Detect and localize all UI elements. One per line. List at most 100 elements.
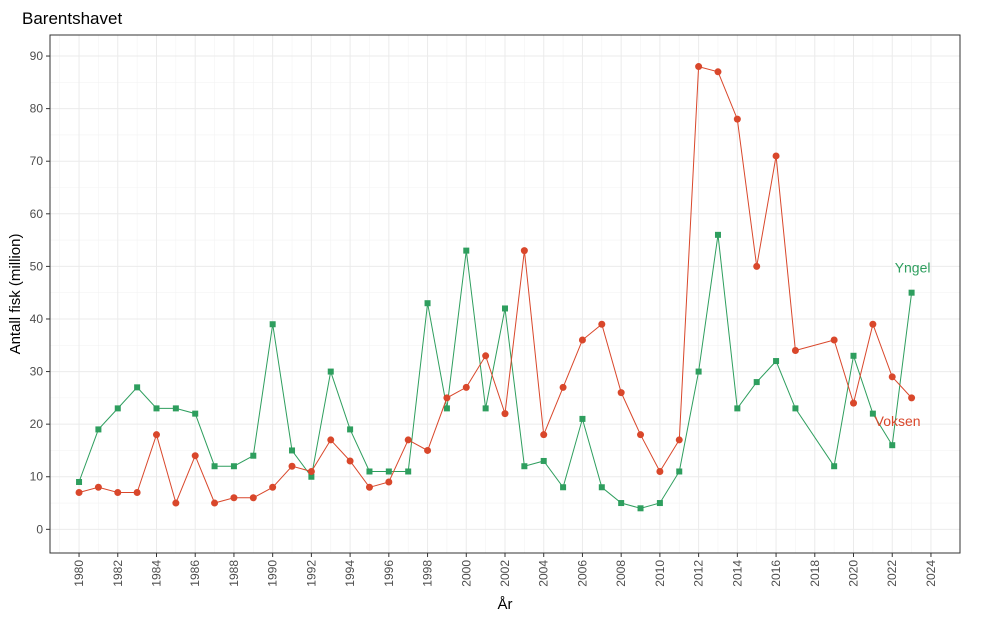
x-tick-label: 1998 <box>421 560 435 587</box>
y-tick-label: 0 <box>36 522 43 536</box>
data-point <box>734 405 741 412</box>
data-point <box>385 478 393 486</box>
chart-title: Barentshavet <box>22 9 122 28</box>
data-point <box>365 483 373 491</box>
data-point <box>94 483 102 491</box>
data-point <box>289 447 296 454</box>
series-label-yngel: Yngel <box>895 260 931 276</box>
major-gridlines <box>50 35 960 553</box>
data-point <box>753 262 761 270</box>
data-point <box>501 410 509 418</box>
data-point <box>424 446 432 454</box>
data-point <box>850 399 858 407</box>
data-point <box>405 468 412 475</box>
x-tick-label: 1982 <box>111 560 125 587</box>
data-point <box>869 410 876 417</box>
data-point <box>327 368 334 375</box>
data-point <box>346 457 354 465</box>
data-point <box>676 468 683 475</box>
data-point <box>579 415 586 422</box>
x-tick-label: 2024 <box>924 560 938 587</box>
data-point <box>482 352 490 360</box>
data-point <box>714 231 721 238</box>
data-point <box>191 452 199 460</box>
y-tick-label: 60 <box>30 207 44 221</box>
data-point <box>269 321 276 328</box>
data-point <box>76 479 83 486</box>
x-tick-label: 1984 <box>149 560 163 587</box>
x-tick-label: 1994 <box>343 560 357 587</box>
x-tick-label: 2000 <box>459 560 473 587</box>
data-point <box>288 462 296 470</box>
data-point <box>192 410 199 417</box>
data-point <box>347 426 354 433</box>
data-point <box>598 320 606 328</box>
series-layer <box>75 63 916 512</box>
series-labels: Yngel Voksen <box>875 260 931 429</box>
data-point <box>95 426 102 433</box>
data-point <box>75 489 83 497</box>
data-point <box>153 405 160 412</box>
data-point <box>172 405 179 412</box>
x-tick-label: 2016 <box>769 560 783 587</box>
y-tick-label: 50 <box>30 259 44 273</box>
data-point <box>114 405 121 412</box>
data-point <box>656 467 664 475</box>
data-point <box>791 347 799 355</box>
y-axis-title: Antall fisk (million) <box>7 234 24 355</box>
data-point <box>540 431 548 439</box>
data-point <box>560 484 567 491</box>
data-point <box>617 389 625 397</box>
data-point <box>230 463 237 470</box>
data-point <box>250 452 257 459</box>
data-point <box>637 505 644 512</box>
data-point <box>443 405 450 412</box>
series-yngel <box>76 231 915 512</box>
data-point <box>773 358 780 365</box>
x-tick-label: 2020 <box>847 560 861 587</box>
data-point <box>424 300 431 307</box>
data-point <box>637 431 645 439</box>
data-point <box>908 394 916 402</box>
x-tick-label: 1992 <box>304 560 318 587</box>
x-tick-label: 2022 <box>885 560 899 587</box>
data-point <box>114 489 122 497</box>
data-point <box>869 320 877 328</box>
data-point <box>385 468 392 475</box>
x-tick-label: 2004 <box>537 560 551 587</box>
x-tick-label: 2014 <box>730 560 744 587</box>
data-point <box>888 373 896 381</box>
x-tick-label: 1988 <box>227 560 241 587</box>
data-point <box>830 336 838 344</box>
data-point <box>462 383 470 391</box>
data-point <box>307 467 315 475</box>
y-tick-label: 90 <box>30 49 44 63</box>
data-point <box>521 463 528 470</box>
series-label-voksen: Voksen <box>875 413 921 429</box>
x-tick-label: 1990 <box>266 560 280 587</box>
data-point <box>502 305 508 312</box>
data-point <box>695 368 702 375</box>
data-point <box>134 384 141 391</box>
data-point <box>327 436 335 444</box>
x-tick-label: 2018 <box>808 560 822 587</box>
data-point <box>172 499 180 507</box>
data-point <box>520 247 528 255</box>
data-point <box>230 494 238 502</box>
x-tick-label: 2010 <box>653 560 667 587</box>
series-voksen <box>75 63 916 507</box>
x-tick-label: 2008 <box>614 560 628 587</box>
data-point <box>733 115 741 123</box>
data-point <box>443 394 451 402</box>
x-tick-label: 2006 <box>575 560 589 587</box>
data-point <box>753 379 760 386</box>
x-tick-label: 1986 <box>188 560 202 587</box>
data-point <box>404 436 412 444</box>
data-point <box>211 499 219 507</box>
data-point <box>908 289 915 296</box>
data-point <box>772 152 780 160</box>
data-point <box>540 457 547 464</box>
data-point <box>850 352 857 359</box>
x-tick-label: 1996 <box>382 560 396 587</box>
